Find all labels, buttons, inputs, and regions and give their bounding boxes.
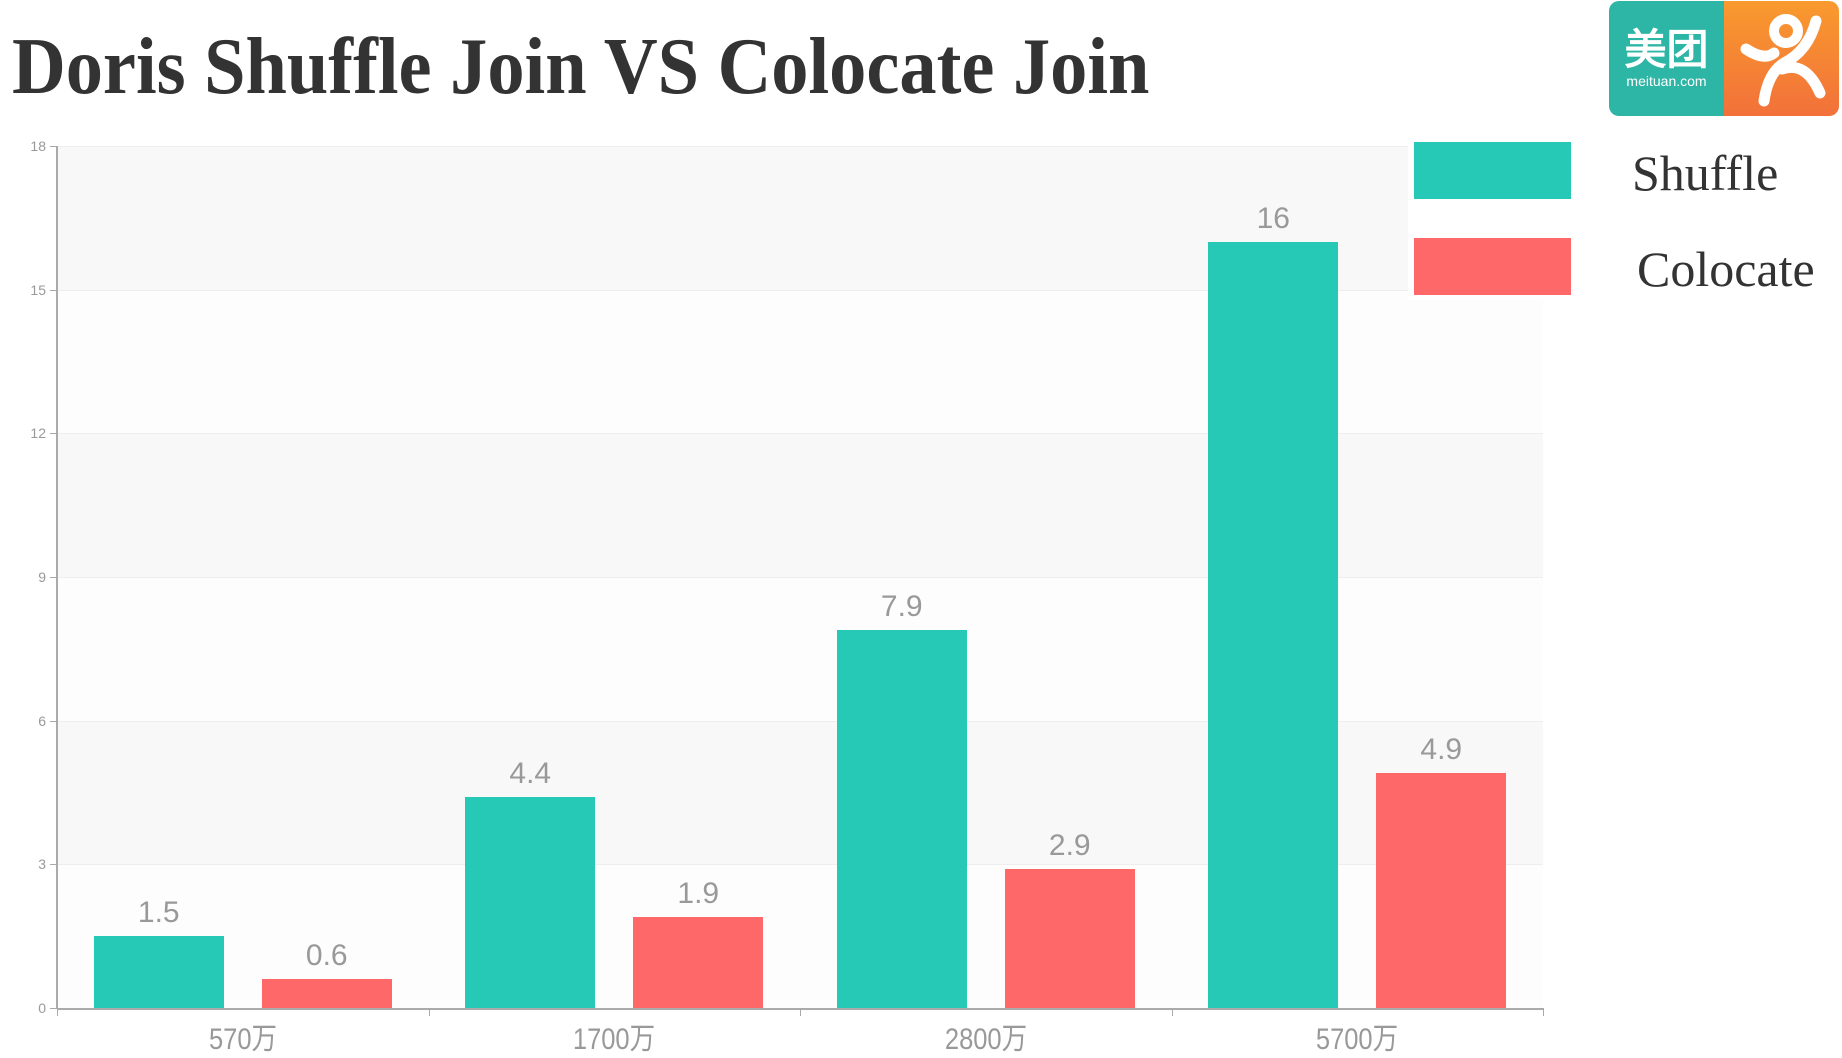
x-tick-label: 570万 bbox=[208, 1023, 277, 1056]
y-tick-label: 9 bbox=[38, 569, 46, 585]
x-tick-mark bbox=[800, 1008, 801, 1016]
x-tick-label: 2800万 bbox=[944, 1023, 1027, 1056]
grid-line bbox=[57, 146, 1543, 147]
logo-mascot-icon bbox=[1724, 1, 1839, 116]
y-tick-mark bbox=[50, 146, 57, 147]
y-tick-label: 0 bbox=[38, 1000, 46, 1016]
bar-value-label: 2.9 bbox=[1048, 829, 1091, 863]
x-tick-label: 5700万 bbox=[1316, 1023, 1399, 1056]
bar-shuffle[interactable] bbox=[1208, 241, 1339, 1008]
dancing-figure-icon bbox=[1740, 14, 1826, 107]
bar-shuffle[interactable] bbox=[93, 936, 224, 1008]
bar-value-label: 1.9 bbox=[677, 877, 720, 910]
bar-colocate[interactable] bbox=[261, 979, 392, 1008]
legend-swatch-colocate bbox=[1414, 238, 1571, 295]
y-axis-line bbox=[56, 146, 58, 1009]
grid-line bbox=[57, 289, 1543, 291]
y-tick-label: 3 bbox=[38, 856, 46, 873]
y-tick-mark bbox=[50, 720, 57, 722]
y-tick-mark bbox=[50, 1008, 57, 1009]
y-tick-mark bbox=[50, 577, 57, 578]
bar-value-label: 7.9 bbox=[880, 589, 923, 623]
logo-brand-cn: 美团 bbox=[1624, 24, 1709, 74]
x-tick-mark bbox=[1171, 1008, 1173, 1016]
logo-text-panel: 美团 meituan.com bbox=[1609, 1, 1724, 116]
grid-line bbox=[57, 577, 1543, 578]
bar-value-label: 4.4 bbox=[509, 757, 552, 791]
x-tick-mark bbox=[1543, 1008, 1544, 1016]
y-tick-label: 18 bbox=[30, 138, 46, 154]
grid-line bbox=[57, 864, 1543, 866]
legend-swatch-shuffle bbox=[1414, 142, 1571, 199]
bar-colocate[interactable] bbox=[1376, 773, 1507, 1008]
y-tick-label: 15 bbox=[30, 281, 46, 298]
bar-colocate[interactable] bbox=[633, 917, 764, 1008]
x-tick-mark bbox=[57, 1008, 58, 1016]
chart-title: Doris Shuffle Join VS Colocate Join bbox=[12, 23, 1150, 111]
y-tick-mark bbox=[50, 289, 57, 291]
y-tick-label: 6 bbox=[38, 712, 46, 729]
x-tick-label: 1700万 bbox=[573, 1023, 656, 1056]
y-tick-mark bbox=[50, 864, 57, 866]
y-tick-label: 12 bbox=[30, 425, 46, 442]
logo-brand-en: meituan.com bbox=[1626, 72, 1707, 89]
bar-value-label: 4.9 bbox=[1420, 733, 1463, 767]
legend-label-colocate: Colocate bbox=[1637, 241, 1815, 297]
meituan-logo: 美团 meituan.com bbox=[1609, 1, 1839, 116]
bar-value-label: 1.5 bbox=[137, 896, 180, 930]
bar-shuffle[interactable] bbox=[836, 629, 967, 1008]
grid-line bbox=[57, 720, 1543, 722]
bar-value-label: 16 bbox=[1256, 201, 1290, 235]
bar-value-label: 0.6 bbox=[305, 939, 348, 973]
bar-colocate[interactable] bbox=[1004, 869, 1135, 1008]
legend-label-shuffle: Shuffle bbox=[1632, 145, 1779, 201]
grid-line bbox=[57, 433, 1543, 435]
bar-shuffle[interactable] bbox=[465, 797, 596, 1008]
y-tick-mark bbox=[50, 433, 57, 435]
x-tick-mark bbox=[428, 1008, 430, 1016]
